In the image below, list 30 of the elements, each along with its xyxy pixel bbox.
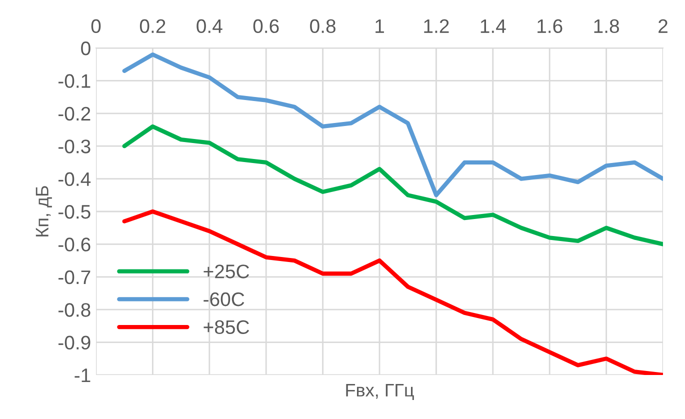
- line-series: [122, 209, 663, 375]
- y-tick-label: -0.2: [58, 106, 90, 121]
- x-tick-label: 0.4: [196, 19, 222, 34]
- x-tick-label: 0.6: [253, 19, 279, 34]
- y-tick-label: -0.1: [58, 74, 90, 88]
- x-tick-label: 1.8: [594, 19, 619, 34]
- x-axis-title: Fвх, ГГц: [346, 384, 414, 400]
- line-series: [122, 124, 663, 246]
- x-tick-label: 1.4: [480, 19, 506, 33]
- y-tick-label: -0.6: [58, 238, 90, 252]
- y-tick-label: -0.8: [58, 303, 90, 317]
- y-axis-title: Кп, дБ: [36, 186, 52, 236]
- y-tick-label: -0.4: [58, 172, 91, 186]
- legend-label: +25С: [204, 264, 250, 278]
- legend-label: -60С: [204, 292, 244, 306]
- legend-label: +85С: [204, 320, 250, 334]
- y-tick-label: -0.9: [58, 336, 90, 350]
- y-tick-label: -0.5: [58, 204, 90, 219]
- y-tick-label: -1: [74, 368, 90, 382]
- y-tick-label: -0.7: [58, 270, 90, 284]
- y-tick-label: -0.3: [58, 140, 90, 154]
- x-tick-label: 0: [91, 19, 101, 34]
- x-tick-label: 0.8: [310, 19, 336, 34]
- x-tick-label: 0.2: [140, 19, 166, 34]
- x-tick-label: 1.6: [538, 19, 562, 34]
- y-tick-label: 0: [81, 41, 90, 56]
- x-tick-label: 1: [376, 19, 384, 33]
- x-tick-label: 2: [658, 19, 668, 33]
- x-tick-label: 1.2: [424, 19, 449, 33]
- line-series: [122, 52, 663, 198]
